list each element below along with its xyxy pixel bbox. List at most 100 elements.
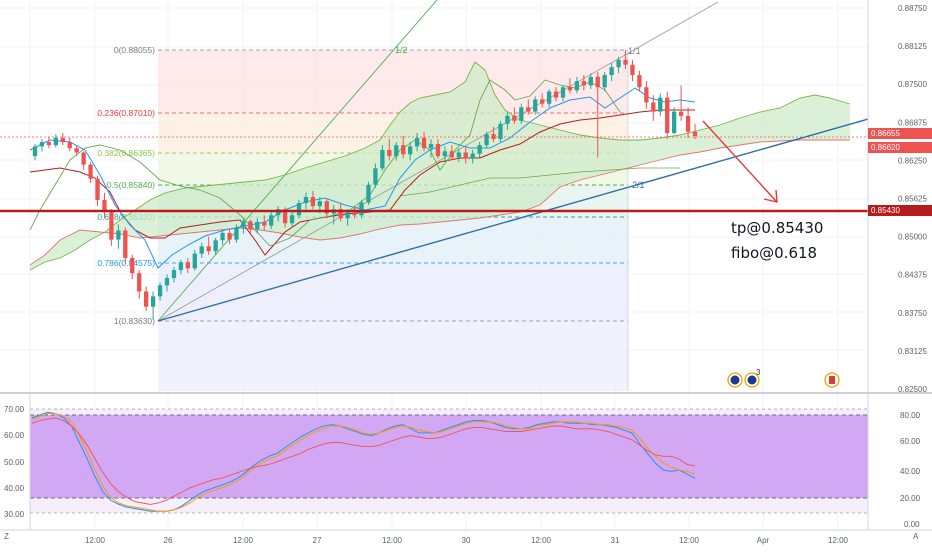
- candle[interactable]: [387, 139, 392, 161]
- tp-annotation[interactable]: tp@0.85430: [731, 219, 824, 237]
- candle[interactable]: [470, 150, 475, 164]
- candle[interactable]: [526, 99, 531, 115]
- candle[interactable]: [560, 85, 566, 102]
- candle[interactable]: [533, 96, 538, 115]
- candle[interactable]: [241, 218, 246, 234]
- candle[interactable]: [651, 95, 656, 121]
- candle[interactable]: [227, 229, 232, 244]
- candle[interactable]: [484, 131, 489, 149]
- candle[interactable]: [359, 200, 364, 219]
- candle[interactable]: [553, 87, 559, 102]
- candle[interactable]: [32, 143, 38, 161]
- candle[interactable]: [199, 242, 204, 258]
- candle[interactable]: [255, 218, 260, 234]
- candle[interactable]: [449, 145, 454, 161]
- candle[interactable]: [150, 291, 156, 320]
- candle[interactable]: [123, 227, 128, 265]
- event-flags[interactable]: 3: [727, 368, 840, 388]
- candle[interactable]: [296, 200, 302, 219]
- candle[interactable]: [192, 250, 197, 271]
- candle[interactable]: [39, 139, 45, 152]
- candle[interactable]: [401, 136, 406, 159]
- candle[interactable]: [477, 142, 482, 158]
- candle[interactable]: [595, 72, 600, 158]
- candle[interactable]: [505, 111, 510, 130]
- candle[interactable]: [602, 72, 607, 92]
- candle[interactable]: [692, 123, 698, 140]
- fib-label-0786: 0.786(0.84575): [97, 258, 155, 268]
- candle[interactable]: [581, 75, 586, 91]
- candle[interactable]: [185, 257, 190, 274]
- candle[interactable]: [630, 59, 635, 82]
- candle[interactable]: [74, 145, 79, 157]
- time-axis[interactable]: 12:00 26 12:00 27 12:00 30 12:00 31 12:0…: [0, 529, 932, 550]
- candle[interactable]: [546, 89, 552, 108]
- candle[interactable]: [234, 224, 239, 243]
- candle[interactable]: [310, 190, 316, 210]
- candle[interactable]: [616, 56, 621, 74]
- candle[interactable]: [213, 237, 218, 255]
- candle[interactable]: [408, 142, 413, 161]
- candle[interactable]: [678, 85, 684, 121]
- candle[interactable]: [67, 137, 72, 152]
- candle[interactable]: [324, 198, 329, 219]
- candle[interactable]: [178, 259, 184, 275]
- candle[interactable]: [567, 78, 573, 94]
- candle[interactable]: [380, 145, 385, 171]
- candle[interactable]: [665, 91, 670, 140]
- candle[interactable]: [206, 236, 211, 255]
- candle[interactable]: [685, 107, 691, 138]
- candle[interactable]: [60, 132, 65, 146]
- candle[interactable]: [373, 163, 378, 188]
- candle[interactable]: [53, 134, 58, 148]
- candle[interactable]: [130, 254, 135, 280]
- candle[interactable]: [109, 209, 114, 246]
- candle[interactable]: [394, 142, 399, 161]
- candle[interactable]: [171, 267, 177, 283]
- candle[interactable]: [102, 192, 107, 219]
- oscillator-pane[interactable]: [29, 393, 869, 530]
- candle[interactable]: [289, 212, 295, 228]
- candle[interactable]: [672, 107, 677, 135]
- candle[interactable]: [144, 286, 149, 311]
- auto-scale-toggle[interactable]: A: [913, 532, 919, 541]
- candle[interactable]: [644, 81, 649, 109]
- candle[interactable]: [442, 146, 448, 163]
- candle[interactable]: [421, 131, 427, 152]
- price-axis[interactable]: 0.88750 0.88125 0.87500 0.86875 0.86250 0.856…: [867, 0, 932, 394]
- candle[interactable]: [435, 139, 441, 159]
- candle[interactable]: [637, 70, 642, 92]
- candle[interactable]: [220, 229, 225, 246]
- candle[interactable]: [81, 151, 86, 170]
- candle[interactable]: [414, 132, 420, 152]
- fibo-annotation[interactable]: fibo@0.618: [731, 244, 818, 262]
- candle[interactable]: [164, 274, 170, 292]
- candle[interactable]: [88, 162, 93, 183]
- candle[interactable]: [609, 62, 614, 82]
- candle[interactable]: [95, 175, 100, 207]
- candle[interactable]: [269, 212, 274, 230]
- candle[interactable]: [498, 120, 503, 143]
- candle[interactable]: [512, 107, 517, 124]
- candle[interactable]: [519, 103, 524, 124]
- candle[interactable]: [540, 93, 545, 108]
- candle[interactable]: [303, 192, 309, 210]
- log-toggle[interactable]: Z: [4, 532, 9, 541]
- candle[interactable]: [137, 270, 142, 299]
- gann-fan[interactable]: 1/2 1/1 2/1: [157, 0, 901, 322]
- forecast-arrow[interactable]: [702, 120, 778, 203]
- candle[interactable]: [588, 73, 593, 90]
- candle[interactable]: [157, 282, 163, 301]
- candle[interactable]: [46, 136, 52, 149]
- candle[interactable]: [574, 76, 580, 94]
- candle[interactable]: [262, 215, 267, 231]
- candle[interactable]: [456, 148, 461, 163]
- candle[interactable]: [428, 139, 434, 158]
- candle[interactable]: [248, 219, 253, 234]
- candle[interactable]: [623, 50, 628, 69]
- candle[interactable]: [463, 146, 468, 164]
- candle[interactable]: [366, 181, 371, 205]
- candle[interactable]: [116, 224, 121, 249]
- candle[interactable]: [658, 93, 663, 116]
